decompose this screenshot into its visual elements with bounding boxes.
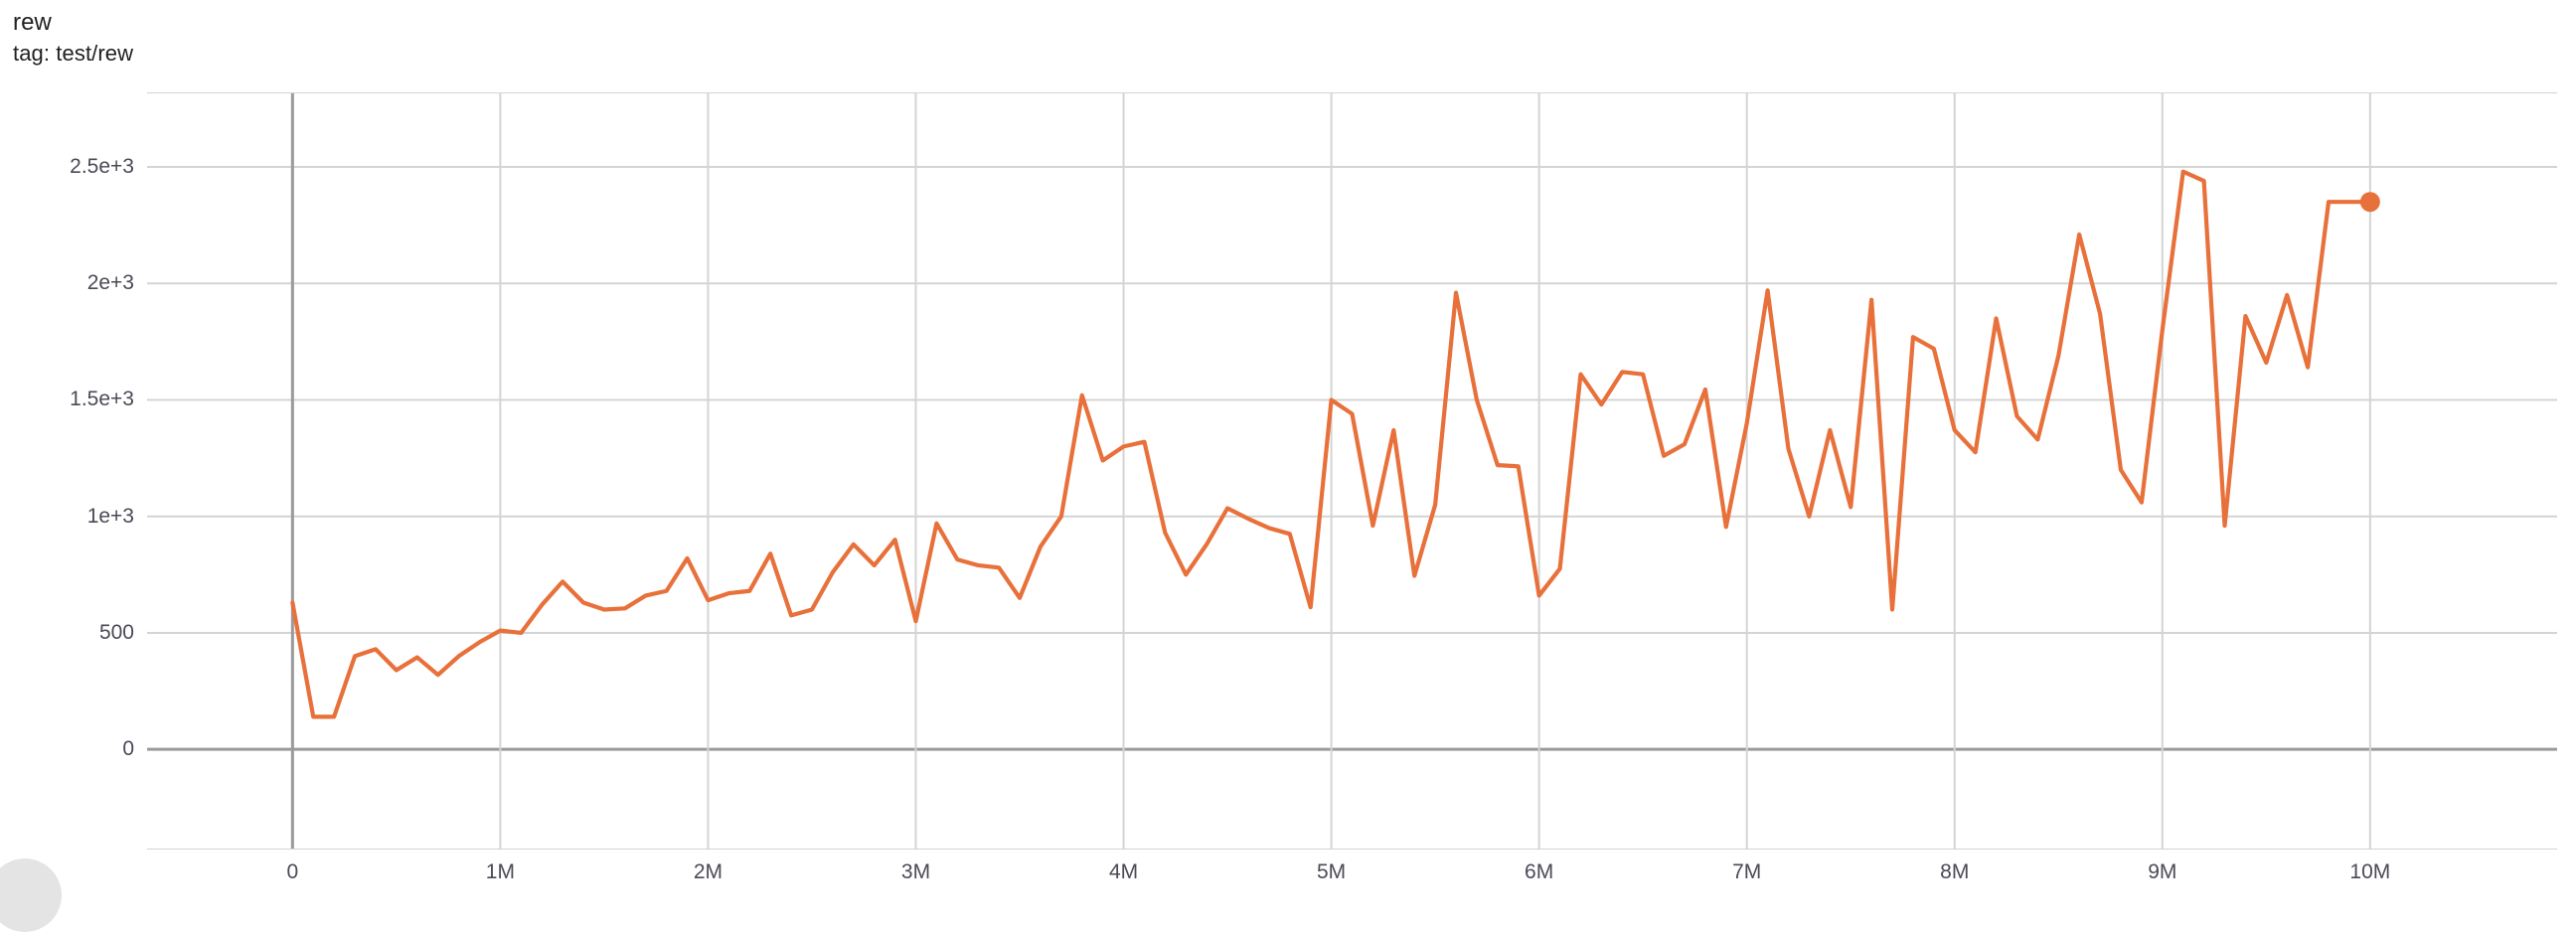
chart-tag-label: tag: test/rew xyxy=(13,41,134,66)
y-axis-tick-label: 1.5e+3 xyxy=(70,388,134,411)
gridlines xyxy=(147,92,2557,850)
plot-area[interactable] xyxy=(147,92,2557,850)
y-axis-tick-label: 2e+3 xyxy=(86,271,134,295)
x-axis-tick-label: 0 xyxy=(286,860,299,883)
x-axis-tick-label: 6M xyxy=(1525,860,1554,883)
x-axis-tick-label: 2M xyxy=(693,860,724,883)
series-line-test-rew xyxy=(290,169,2372,719)
x-axis-tick-label: 10M xyxy=(2349,860,2391,883)
x-axis-tick-label: 4M xyxy=(1108,860,1139,883)
y-axis-tick-label: 2.5e+3 xyxy=(70,155,134,179)
x-axis-tick-label: 1M xyxy=(485,860,515,883)
line-chart-svg xyxy=(147,92,2557,850)
y-axis-tick-label: 500 xyxy=(98,620,134,644)
x-axis-tick-label: 5M xyxy=(1317,860,1347,883)
y-axis-tick-label: 0 xyxy=(122,737,134,761)
page-title: rew xyxy=(13,9,52,36)
x-axis-tick-labels: 0 1M 2M 3M 4M 5M 6M 7M 8M 9M 10M xyxy=(147,860,2557,894)
x-axis-tick-label: 7M xyxy=(1732,860,1762,883)
corner-decoration-circle xyxy=(0,858,62,932)
y-axis-tick-labels: 2.5e+3 2e+3 1.5e+3 1e+3 500 0 xyxy=(0,92,134,850)
axis-ticks xyxy=(147,167,2370,850)
chart-card: rew tag: test/rew 2.5e+3 2e+3 1.5e+3 1e+3 50… xyxy=(0,8,2557,932)
x-axis-tick-label: 3M xyxy=(900,860,931,883)
chart-header: rew tag: test/rew xyxy=(13,8,133,68)
x-axis-tick-label: 8M xyxy=(1940,860,1970,883)
y-axis-tick-label: 1e+3 xyxy=(86,504,134,528)
last-point-marker xyxy=(2359,192,2380,213)
x-axis-tick-label: 9M xyxy=(2148,860,2177,883)
